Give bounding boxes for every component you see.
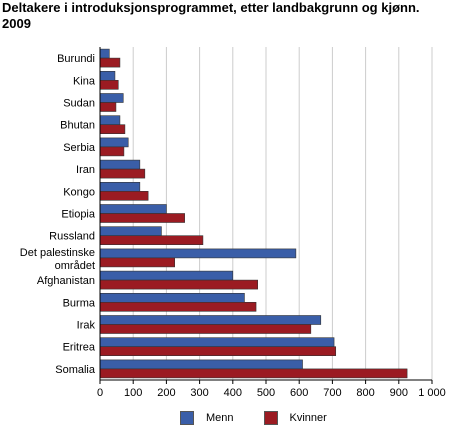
x-tick-label-200: 200 bbox=[157, 387, 175, 399]
legend-item-menn: Menn bbox=[180, 411, 234, 425]
chart-title: Deltakere i introduksjonsprogrammet, ett… bbox=[2, 0, 454, 32]
bar-kvinner-10 bbox=[99, 257, 175, 268]
x-tick-label-1000: 1 000 bbox=[418, 387, 446, 399]
category-labels: Burundi Kina Sudan Bhutan Serbia Iran Kongo Eti… bbox=[20, 53, 96, 376]
bar-kvinner-13 bbox=[99, 324, 312, 334]
x-tick-label-600: 600 bbox=[290, 387, 308, 399]
x-tick-labels: 0 100 200 300 400 500 600 700 800 900 1 000 bbox=[97, 387, 446, 399]
bar-menn-1 bbox=[99, 48, 110, 59]
bar-kvinner-7 bbox=[99, 191, 149, 201]
bar-menn-8 bbox=[99, 204, 167, 214]
legend-swatch-kvinner bbox=[263, 411, 278, 425]
legend-label-menn: Menn bbox=[206, 412, 234, 424]
category-label-5: Serbia bbox=[63, 142, 96, 154]
category-label-12: Burma bbox=[63, 297, 96, 309]
category-label-2: Kina bbox=[73, 75, 96, 87]
category-label-8: Etiopia bbox=[61, 209, 96, 221]
bar-kvinner-15 bbox=[99, 368, 408, 379]
category-label-6: Iran bbox=[76, 164, 95, 176]
x-tick-label-300: 300 bbox=[190, 387, 208, 399]
x-tick-label-900: 900 bbox=[390, 387, 408, 399]
bar-kvinner-1 bbox=[99, 57, 121, 68]
bar-kvinner-8 bbox=[99, 213, 185, 223]
bar-menn-9 bbox=[99, 226, 162, 236]
bar-kvinner-3 bbox=[99, 102, 117, 112]
bar-menn-2 bbox=[99, 71, 116, 81]
bars bbox=[99, 48, 408, 379]
category-label-10: Det palestinske området bbox=[20, 247, 95, 272]
bar-kvinner-11 bbox=[99, 279, 258, 290]
category-label-13: Irak bbox=[77, 320, 96, 332]
x-tick-label-500: 500 bbox=[257, 387, 275, 399]
category-label-4: Bhutan bbox=[60, 120, 95, 132]
category-label-line: Det palestinske bbox=[20, 247, 95, 259]
bar-menn-12 bbox=[99, 292, 245, 303]
bar-kvinner-9 bbox=[99, 235, 204, 245]
bar-menn-13 bbox=[99, 315, 322, 325]
legend-item-kvinner: Kvinner bbox=[263, 411, 327, 425]
chart-title-line1: Deltakere i introduksjonsprogrammet, ett… bbox=[2, 0, 420, 15]
bar-menn-5 bbox=[99, 137, 129, 148]
bar-menn-15 bbox=[99, 359, 303, 370]
category-label-3: Sudan bbox=[63, 98, 95, 110]
chart-title-line2: 2009 bbox=[2, 16, 31, 31]
category-label-14: Eritrea bbox=[63, 342, 96, 354]
bar-menn-4 bbox=[99, 115, 121, 125]
x-tick-label-800: 800 bbox=[356, 387, 374, 399]
x-tick-label-0: 0 bbox=[97, 387, 103, 399]
bar-kvinner-2 bbox=[99, 80, 119, 90]
category-label-7: Kongo bbox=[63, 186, 95, 198]
bar-kvinner-4 bbox=[99, 124, 126, 134]
bar-menn-11 bbox=[99, 270, 234, 281]
bar-kvinner-14 bbox=[99, 346, 337, 357]
axes bbox=[99, 47, 433, 384]
x-tick-label-700: 700 bbox=[323, 387, 341, 399]
category-label-line: området bbox=[55, 260, 95, 272]
legend-label-kvinner: Kvinner bbox=[289, 412, 327, 424]
bar-kvinner-6 bbox=[99, 168, 146, 179]
legend-swatch-menn bbox=[180, 411, 194, 425]
category-label-15: Somalia bbox=[55, 364, 96, 376]
category-label-1: Burundi bbox=[57, 53, 95, 65]
bar-menn-3 bbox=[99, 93, 124, 103]
bar-menn-7 bbox=[99, 182, 141, 192]
x-tick-label-100: 100 bbox=[124, 387, 142, 399]
bar-menn-10 bbox=[99, 248, 297, 259]
bar-menn-14 bbox=[99, 337, 335, 348]
bar-kvinner-5 bbox=[99, 146, 125, 157]
legend: Menn Kvinner bbox=[180, 411, 357, 425]
x-tick-label-400: 400 bbox=[224, 387, 242, 399]
bar-menn-6 bbox=[99, 159, 141, 170]
bar-kvinner-12 bbox=[99, 301, 257, 312]
category-label-9: Russland bbox=[49, 231, 95, 243]
category-label-11: Afghanistan bbox=[37, 275, 95, 287]
